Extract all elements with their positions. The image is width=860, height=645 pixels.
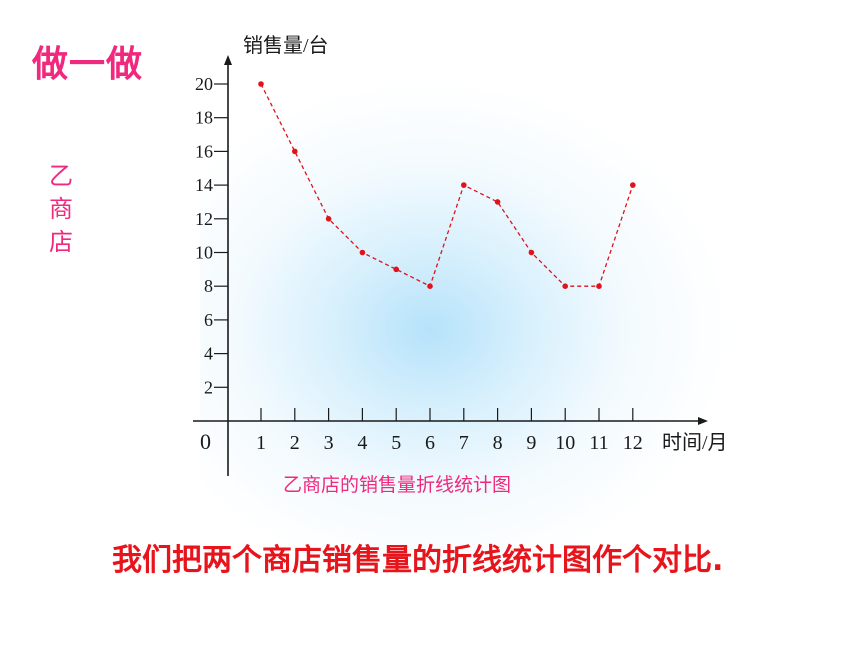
data-point — [325, 216, 332, 222]
side-label-char: 乙 — [49, 162, 73, 190]
page-heading: 做一做 — [32, 44, 144, 85]
data-point — [596, 283, 602, 290]
y-tick-label: 16 — [195, 141, 213, 161]
comparison-note: 我们把两个商店销售量的折线统计图作个对比. — [112, 543, 724, 578]
data-point — [494, 199, 501, 205]
chart-title: 乙商店的销售量折线统计图 — [283, 474, 511, 496]
y-tick-label: 6 — [204, 310, 213, 330]
y-tick-label: 2 — [204, 377, 213, 397]
x-axis-label: 时间/月 — [662, 431, 728, 454]
data-point — [562, 283, 568, 290]
x-tick-label: 3 — [324, 432, 334, 454]
origin-label: 0 — [200, 429, 211, 454]
y-tick-label: 20 — [195, 74, 213, 94]
data-point — [359, 249, 366, 256]
y-tick-label: 4 — [204, 344, 213, 364]
x-tick-label: 1 — [256, 432, 266, 454]
store-side-label: 乙 商 店 — [46, 160, 76, 259]
y-tick-label: 8 — [204, 276, 213, 296]
y-axis-arrow — [224, 55, 232, 65]
data-point — [528, 249, 535, 256]
x-tick-label: 11 — [589, 432, 608, 454]
data-point — [393, 266, 400, 273]
y-tick-label: 10 — [195, 243, 213, 263]
y-tick-label: 14 — [195, 175, 213, 195]
x-tick-label: 9 — [526, 432, 536, 454]
data-point — [461, 182, 467, 188]
y-tick-label: 18 — [195, 108, 213, 128]
x-tick-label: 2 — [290, 432, 300, 454]
data-point — [258, 81, 264, 87]
y-tick-label: 12 — [195, 209, 213, 229]
x-tick-label: 5 — [391, 432, 401, 454]
y-axis-label: 销售量/台 — [243, 34, 329, 57]
data-point — [427, 283, 433, 290]
x-tick-label: 8 — [493, 432, 503, 454]
data-point — [630, 182, 636, 188]
side-label-char: 商 — [49, 195, 73, 223]
x-axis-arrow — [698, 417, 708, 425]
series-line — [260, 83, 634, 288]
x-tick-label: 10 — [555, 432, 575, 454]
data-point — [292, 148, 298, 155]
side-label-char: 店 — [49, 228, 73, 256]
x-tick-label: 7 — [459, 432, 469, 454]
x-tick-label: 4 — [357, 432, 367, 454]
x-tick-label: 6 — [425, 432, 435, 454]
x-tick-label: 12 — [623, 432, 643, 454]
